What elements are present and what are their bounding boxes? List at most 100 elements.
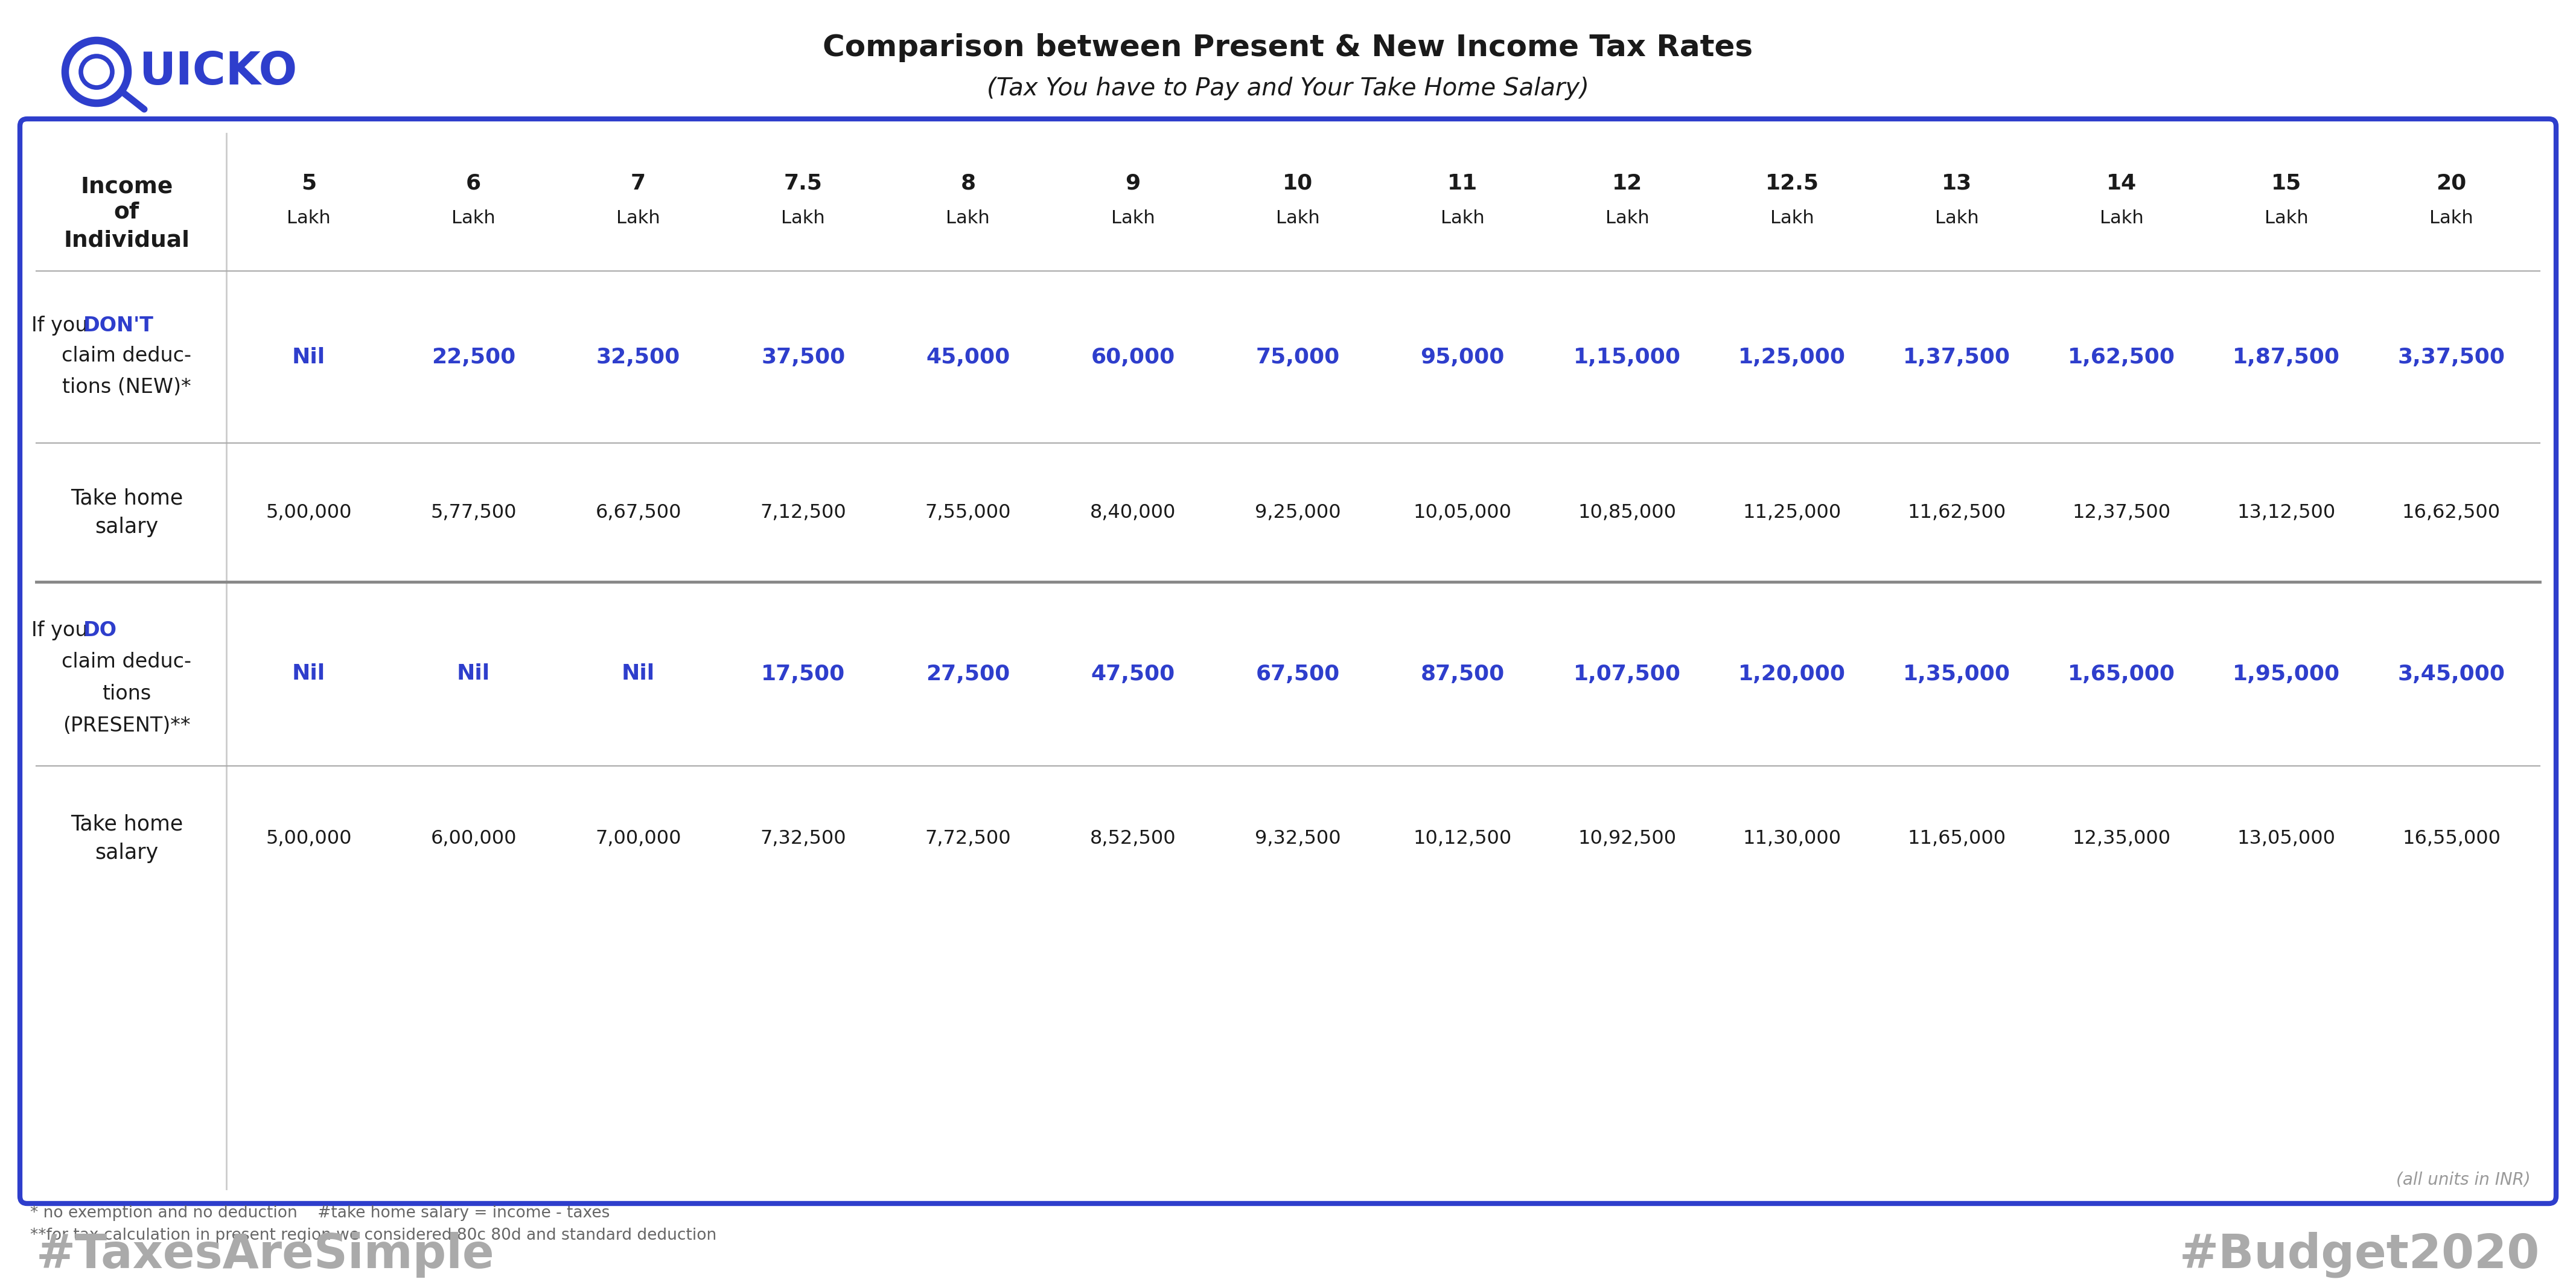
- Text: 1,20,000: 1,20,000: [1739, 663, 1847, 684]
- FancyBboxPatch shape: [21, 118, 2555, 1203]
- Text: 6,00,000: 6,00,000: [430, 829, 518, 848]
- Text: claim deduc-: claim deduc-: [62, 652, 191, 672]
- Text: 5,00,000: 5,00,000: [265, 829, 353, 848]
- Text: 3,37,500: 3,37,500: [2398, 346, 2504, 367]
- Text: 9,32,500: 9,32,500: [1255, 829, 1340, 848]
- Text: 14: 14: [2107, 173, 2138, 193]
- Text: 87,500: 87,500: [1419, 663, 1504, 684]
- Text: 9: 9: [1126, 173, 1141, 193]
- Text: 10,92,500: 10,92,500: [1579, 829, 1677, 848]
- Text: Lakh: Lakh: [945, 210, 989, 227]
- Text: Lakh: Lakh: [1605, 210, 1649, 227]
- Text: 7.5: 7.5: [783, 173, 822, 193]
- Text: #Budget2020: #Budget2020: [2179, 1231, 2540, 1278]
- Text: 10,85,000: 10,85,000: [1579, 504, 1677, 522]
- Text: 6: 6: [466, 173, 482, 193]
- Text: 47,500: 47,500: [1090, 663, 1175, 684]
- Text: claim deduc-: claim deduc-: [62, 346, 191, 366]
- Text: Nil: Nil: [291, 346, 325, 367]
- Text: Lakh: Lakh: [2099, 210, 2143, 227]
- Text: Lakh: Lakh: [616, 210, 659, 227]
- Text: 1,87,500: 1,87,500: [2233, 346, 2339, 367]
- Text: tions: tions: [103, 684, 152, 703]
- Text: 8: 8: [961, 173, 976, 193]
- Text: 1,25,000: 1,25,000: [1739, 346, 1847, 367]
- Text: 17,500: 17,500: [760, 663, 845, 684]
- Text: 13,05,000: 13,05,000: [2239, 829, 2336, 848]
- Text: 1,95,000: 1,95,000: [2233, 663, 2339, 684]
- Text: * no exemption and no deduction    #take home salary = income - taxes: * no exemption and no deduction #take ho…: [31, 1206, 611, 1221]
- Text: 10,05,000: 10,05,000: [1414, 504, 1512, 522]
- Text: (PRESENT)**: (PRESENT)**: [62, 716, 191, 735]
- Text: 27,500: 27,500: [925, 663, 1010, 684]
- Text: 22,500: 22,500: [433, 346, 515, 367]
- Text: 13: 13: [1942, 173, 1973, 193]
- Text: Take home
salary: Take home salary: [70, 488, 183, 537]
- Text: 11: 11: [1448, 173, 1479, 193]
- Text: DO: DO: [82, 621, 116, 640]
- Text: 15: 15: [2272, 173, 2303, 193]
- Text: Take home
salary: Take home salary: [70, 814, 183, 863]
- Text: 1,62,500: 1,62,500: [2069, 346, 2174, 367]
- Text: 7,12,500: 7,12,500: [760, 504, 848, 522]
- Text: 7,55,000: 7,55,000: [925, 504, 1010, 522]
- Text: 16,55,000: 16,55,000: [2403, 829, 2501, 848]
- Text: 32,500: 32,500: [598, 346, 680, 367]
- Text: 6,67,500: 6,67,500: [595, 504, 683, 522]
- Text: Income: Income: [80, 175, 173, 197]
- Text: 12,35,000: 12,35,000: [2074, 829, 2172, 848]
- Text: 5,77,500: 5,77,500: [430, 504, 518, 522]
- Text: Lakh: Lakh: [1770, 210, 1814, 227]
- Text: of: of: [113, 202, 139, 223]
- Text: 11,30,000: 11,30,000: [1744, 829, 1842, 848]
- Text: 45,000: 45,000: [925, 346, 1010, 367]
- Text: Lakh: Lakh: [781, 210, 824, 227]
- Text: 67,500: 67,500: [1255, 663, 1340, 684]
- Text: 10: 10: [1283, 173, 1314, 193]
- Text: 60,000: 60,000: [1090, 346, 1175, 367]
- Text: **for tax calculation in present region we considered 80c 80d and standard deduc: **for tax calculation in present region …: [31, 1227, 716, 1243]
- Text: If you: If you: [31, 316, 88, 336]
- Text: 8,52,500: 8,52,500: [1090, 829, 1175, 848]
- Text: Lakh: Lakh: [1110, 210, 1154, 227]
- Text: Nil: Nil: [291, 663, 325, 684]
- Text: 12: 12: [1613, 173, 1643, 193]
- Text: 11,65,000: 11,65,000: [1909, 829, 2007, 848]
- Text: 12,37,500: 12,37,500: [2074, 504, 2172, 522]
- Text: 5: 5: [301, 173, 317, 193]
- Text: 10,12,500: 10,12,500: [1414, 829, 1512, 848]
- Text: Comparison between Present & New Income Tax Rates: Comparison between Present & New Income …: [822, 33, 1754, 62]
- Text: UICKO: UICKO: [139, 50, 296, 94]
- Text: 3,45,000: 3,45,000: [2398, 663, 2504, 684]
- Text: Lakh: Lakh: [2264, 210, 2308, 227]
- Text: 16,62,500: 16,62,500: [2401, 504, 2501, 522]
- Text: (all units in INR): (all units in INR): [2396, 1171, 2530, 1188]
- Text: 20: 20: [2437, 173, 2465, 193]
- Text: 11,25,000: 11,25,000: [1744, 504, 1842, 522]
- Text: 7,32,500: 7,32,500: [760, 829, 848, 848]
- Text: Lakh: Lakh: [1440, 210, 1484, 227]
- Text: (Tax You have to Pay and Your Take Home Salary): (Tax You have to Pay and Your Take Home …: [987, 76, 1589, 100]
- Text: 8,40,000: 8,40,000: [1090, 504, 1175, 522]
- Text: Lakh: Lakh: [1935, 210, 1978, 227]
- Text: 13,12,500: 13,12,500: [2239, 504, 2336, 522]
- Text: 7,72,500: 7,72,500: [925, 829, 1010, 848]
- Text: Nil: Nil: [621, 663, 654, 684]
- Text: 75,000: 75,000: [1255, 346, 1340, 367]
- Text: Lakh: Lakh: [1275, 210, 1319, 227]
- Text: 7,00,000: 7,00,000: [595, 829, 683, 848]
- Text: 5,00,000: 5,00,000: [265, 504, 353, 522]
- Text: Lakh: Lakh: [451, 210, 495, 227]
- Text: tions (NEW)*: tions (NEW)*: [62, 377, 191, 397]
- Text: 9,25,000: 9,25,000: [1255, 504, 1340, 522]
- Text: Lakh: Lakh: [2429, 210, 2473, 227]
- Text: DON'T: DON'T: [82, 316, 155, 336]
- Text: Nil: Nil: [456, 663, 489, 684]
- Text: #TaxesAreSimple: #TaxesAreSimple: [36, 1231, 495, 1278]
- Text: 1,65,000: 1,65,000: [2069, 663, 2174, 684]
- Text: 95,000: 95,000: [1419, 346, 1504, 367]
- Text: 11,62,500: 11,62,500: [1909, 504, 2007, 522]
- Text: 1,07,500: 1,07,500: [1574, 663, 1682, 684]
- Text: 37,500: 37,500: [760, 346, 845, 367]
- Text: 1,37,500: 1,37,500: [1904, 346, 2012, 367]
